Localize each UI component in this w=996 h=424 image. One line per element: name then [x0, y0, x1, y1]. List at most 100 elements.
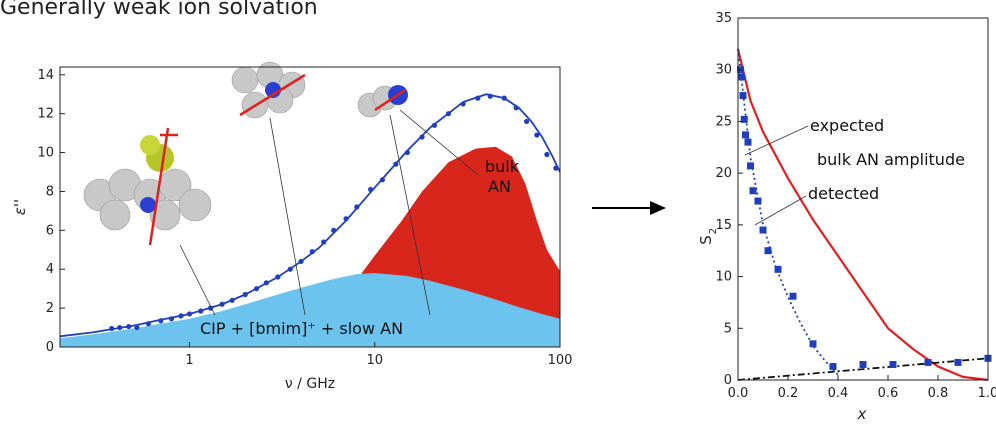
y-tick-label: 20 — [715, 166, 732, 181]
marker — [759, 226, 767, 234]
x-tick-label: 0.6 — [878, 386, 899, 401]
marker — [553, 165, 559, 171]
x-tick-label: 0.8 — [928, 386, 949, 401]
marker — [738, 73, 746, 81]
line — [736, 48, 989, 382]
annotation: detected — [808, 184, 879, 203]
marker — [298, 258, 304, 265]
line — [59, 93, 561, 338]
x-axis-label: x — [857, 405, 867, 423]
marker — [158, 318, 164, 324]
marker — [186, 311, 193, 317]
marker — [134, 324, 140, 331]
marker — [739, 92, 747, 100]
annotation: bulk — [485, 157, 520, 176]
marker — [740, 115, 748, 123]
y-tick-label: 15 — [715, 218, 732, 233]
plot-frame — [737, 17, 989, 381]
x-tick-label: 1 — [185, 353, 193, 368]
marker — [145, 321, 151, 327]
marker — [487, 93, 493, 99]
marker — [749, 187, 757, 195]
marker — [287, 266, 293, 272]
marker — [117, 324, 123, 331]
marker — [460, 101, 466, 107]
marker — [263, 280, 269, 286]
marker — [253, 286, 260, 292]
y-tick-label: 10 — [715, 270, 732, 285]
y-axis-label: S — [697, 235, 715, 245]
marker — [859, 360, 867, 368]
marker — [747, 162, 754, 170]
y-tick-label: 2 — [46, 301, 54, 316]
marker — [513, 105, 519, 111]
area — [60, 273, 560, 347]
x-tick-label: 10 — [366, 353, 383, 368]
y-tick-label: 30 — [715, 63, 732, 78]
marker — [534, 132, 540, 138]
marker — [126, 323, 132, 330]
marker — [321, 239, 327, 245]
y-tick-label: 10 — [37, 146, 54, 161]
marker — [343, 216, 349, 222]
x-axis-label: ν / GHz — [285, 376, 335, 392]
marker — [404, 149, 410, 156]
x-tick-label: 0.4 — [828, 386, 849, 401]
marker — [501, 95, 507, 101]
marker — [331, 227, 337, 233]
x-tick-label: 0.2 — [778, 386, 799, 401]
y-axis-label: ε'' — [11, 199, 29, 215]
annotation: AN — [488, 177, 511, 196]
marker — [178, 313, 184, 319]
heading: Generally weak ion solvation — [0, 0, 318, 20]
marker — [742, 131, 749, 139]
line — [737, 357, 989, 381]
marker — [242, 291, 248, 298]
marker — [523, 118, 530, 125]
marker — [309, 249, 315, 255]
y-tick-label: 0 — [724, 373, 732, 388]
marker — [275, 274, 281, 280]
marker — [774, 265, 782, 273]
marker — [789, 292, 797, 300]
marker — [764, 247, 772, 255]
marker — [109, 325, 115, 332]
marker — [354, 204, 360, 210]
y-tick-label: 12 — [37, 107, 54, 122]
marker — [744, 138, 752, 146]
marker — [431, 122, 438, 128]
marker — [368, 186, 374, 193]
plot-frame — [59, 66, 561, 348]
annotation: bulk AN amplitude — [817, 150, 965, 169]
molecule-decorations — [83, 61, 809, 316]
annotation: CIP + [bmim]⁺ + slow AN — [200, 319, 403, 338]
x-tick-label: 100 — [548, 353, 573, 368]
annotation: expected — [810, 116, 884, 135]
marker — [809, 340, 817, 348]
y-tick-label: 4 — [46, 262, 54, 277]
y-tick-label: 0 — [46, 340, 54, 355]
marker — [393, 161, 399, 167]
x-tick-label: 1.0 — [978, 386, 996, 401]
line — [737, 48, 839, 376]
y-tick-label: 6 — [46, 223, 54, 238]
marker — [924, 358, 932, 366]
marker — [419, 134, 425, 140]
marker — [754, 197, 762, 205]
y-tick-label: 14 — [37, 68, 54, 83]
marker — [544, 151, 550, 158]
marker — [475, 95, 481, 101]
marker — [168, 316, 175, 322]
marker — [954, 358, 962, 366]
y-tick-label: 5 — [724, 321, 732, 336]
marker — [219, 301, 225, 307]
x-tick-label: 0.0 — [728, 386, 749, 401]
marker — [829, 363, 837, 371]
y-tick-label: 35 — [715, 11, 732, 26]
marker — [198, 308, 204, 314]
marker — [379, 177, 386, 183]
marker — [229, 297, 235, 303]
marker — [445, 111, 452, 117]
y-axis-label-sub: 2 — [708, 228, 719, 234]
